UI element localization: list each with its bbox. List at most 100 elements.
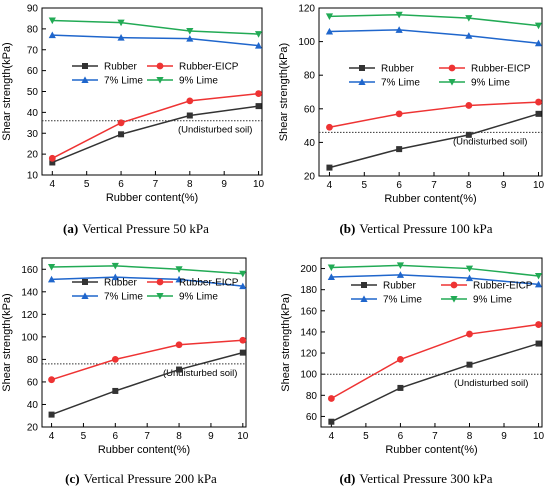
y-tick-label: 80 xyxy=(27,24,39,35)
data-point xyxy=(396,271,405,278)
data-point xyxy=(255,90,262,97)
x-tick-label: 4 xyxy=(327,180,333,191)
legend-label: 9% Lime xyxy=(179,76,218,87)
series-line xyxy=(329,13,539,27)
caption-panel-d: (d) Vertical Pressure 300 kPa xyxy=(339,471,492,486)
y-tick-label: 30 xyxy=(27,129,39,140)
series-line xyxy=(52,105,259,164)
data-point xyxy=(186,97,194,105)
data-point xyxy=(175,275,183,283)
data-point xyxy=(534,272,543,280)
series-line xyxy=(329,101,539,129)
y-tick-label: 40 xyxy=(27,108,39,119)
undisturbed-soil-label: (Undisturbed soil) xyxy=(454,378,528,389)
data-point xyxy=(534,22,543,30)
x-tick-label: 7 xyxy=(153,179,159,190)
data-point xyxy=(255,103,262,110)
x-tick-label: 6 xyxy=(396,180,402,191)
plot-frame xyxy=(320,257,543,428)
data-point xyxy=(534,280,543,288)
legend-label: 9% Lime xyxy=(179,292,218,303)
y-tick-label: 140 xyxy=(21,287,38,298)
legend-marker xyxy=(82,63,88,69)
data-point xyxy=(328,418,335,425)
y-axis-title: Shear strength(kPa) xyxy=(278,43,290,141)
data-point xyxy=(254,41,263,49)
legend-label: Rubber xyxy=(104,62,137,73)
series-line xyxy=(330,323,539,400)
data-point xyxy=(118,131,125,138)
x-axis-title: Rubber content(%) xyxy=(106,192,198,204)
legend-marker xyxy=(361,282,367,288)
x-tick-label: 9 xyxy=(221,179,227,190)
data-point xyxy=(111,273,119,281)
x-tick-label: 4 xyxy=(329,431,335,442)
legend-marker xyxy=(156,77,164,84)
x-tick-label: 6 xyxy=(398,431,404,442)
y-tick-label: 80 xyxy=(27,355,39,366)
data-point xyxy=(327,273,335,281)
legend-marker xyxy=(450,296,458,303)
y-tick-label: 20 xyxy=(27,423,39,434)
legend-label: Rubber xyxy=(104,278,137,289)
data-point xyxy=(117,119,125,127)
caption-panel-a: (a) Vertical Pressure 50 kPa xyxy=(63,221,209,236)
data-point xyxy=(186,112,193,119)
legend-marker xyxy=(448,64,456,72)
data-point xyxy=(534,39,543,47)
x-tick-label: 10 xyxy=(253,179,265,190)
data-point xyxy=(117,19,125,27)
series-line xyxy=(52,19,259,35)
series-line xyxy=(51,265,243,275)
data-point xyxy=(326,123,333,131)
data-point xyxy=(175,266,183,273)
y-axis-title: Shear strength(kPa) xyxy=(1,42,13,140)
legend-marker xyxy=(156,293,164,300)
x-tick-label: 5 xyxy=(363,431,369,442)
y-tick-label: 90 xyxy=(27,4,39,15)
y-tick-label: 50 xyxy=(27,87,39,98)
legend-marker xyxy=(360,295,368,302)
data-point xyxy=(465,274,474,282)
x-tick-label: 8 xyxy=(176,431,182,442)
data-point xyxy=(112,387,119,394)
data-point xyxy=(48,31,56,39)
data-point xyxy=(465,32,473,39)
y-tick-label: 120 xyxy=(300,349,317,360)
chart-panel-d: 4 5 6 7 8 9 10 60 80 100 120 140 160 180 200 Rubber con… xyxy=(280,257,545,456)
data-point xyxy=(465,131,472,138)
x-tick-label: 8 xyxy=(467,431,473,442)
legend-label: 7% Lime xyxy=(381,78,420,89)
x-tick-label: 7 xyxy=(432,431,438,442)
x-tick-label: 8 xyxy=(466,180,472,191)
data-point xyxy=(49,159,56,166)
y-tick-label: 60 xyxy=(306,412,318,423)
legend-marker xyxy=(156,278,164,286)
data-point xyxy=(117,34,125,41)
data-point xyxy=(327,264,335,272)
data-point xyxy=(535,321,542,328)
y-tick-label: 160 xyxy=(21,265,38,276)
data-point xyxy=(186,35,194,42)
data-point xyxy=(254,31,263,38)
y-tick-label: 100 xyxy=(298,37,315,48)
data-point xyxy=(395,11,403,19)
undisturbed-soil-label: (Undisturbed soil) xyxy=(453,136,527,147)
x-tick-label: 7 xyxy=(144,431,150,442)
data-point xyxy=(48,376,55,384)
data-point xyxy=(535,98,542,106)
legend-label: Rubber-EICP xyxy=(179,278,239,289)
y-tick-label: 40 xyxy=(304,138,316,149)
series-line xyxy=(52,34,259,47)
legend-marker xyxy=(156,62,164,70)
data-point xyxy=(396,146,403,153)
data-point xyxy=(325,27,334,35)
y-tick-label: 40 xyxy=(27,400,39,411)
x-tick-label: 5 xyxy=(81,431,87,442)
legend-label: 7% Lime xyxy=(104,292,143,303)
chart-panel-b: 4 5 6 7 8 9 10 20 40 60 80 100 120 Rubber content(%) S… xyxy=(278,4,545,206)
data-point xyxy=(47,275,56,283)
legend-marker xyxy=(81,76,89,83)
plot-frame xyxy=(41,257,247,428)
